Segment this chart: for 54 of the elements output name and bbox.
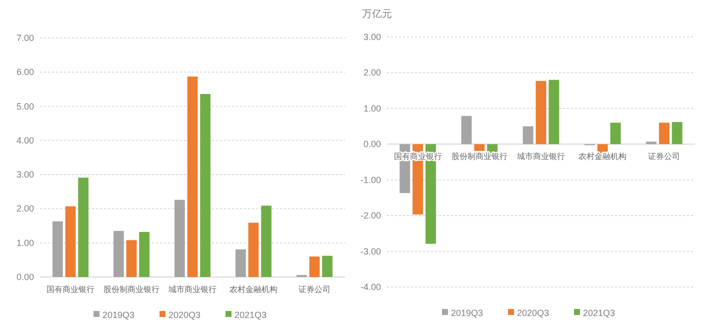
bar — [309, 256, 320, 277]
bar — [646, 142, 656, 144]
bar — [474, 144, 485, 151]
legend-label: 2021Q3 — [234, 310, 267, 320]
bar — [139, 232, 150, 277]
y-tick-label: 2.00 — [363, 68, 381, 78]
bar — [65, 206, 76, 277]
y-tick-label: -3.00 — [360, 246, 381, 256]
x-tick-label: 城市商业银行 — [168, 285, 216, 294]
legend-label: 2021Q3 — [583, 308, 616, 318]
x-tick-label: 股份制商业银行 — [104, 285, 160, 294]
legend-label: 2019Q3 — [451, 308, 484, 318]
x-tick-label: 国有商业银行 — [46, 285, 94, 294]
y-tick-label: -2.00 — [360, 210, 381, 221]
x-tick-label: 农村金融机构 — [230, 285, 278, 294]
bar — [610, 122, 621, 144]
bar — [236, 249, 246, 277]
bar — [126, 240, 137, 277]
bar — [322, 256, 332, 277]
x-tick-label: 股份制商业银行 — [451, 152, 508, 162]
bar — [52, 221, 63, 277]
y-tick-label: 3.00 — [16, 170, 34, 180]
y-tick-label: 2.00 — [16, 204, 34, 214]
y-tick-label: 1.00 — [363, 103, 381, 114]
y-tick-label: 7.00 — [16, 33, 34, 43]
bar — [200, 94, 210, 277]
bar — [174, 200, 185, 277]
bar — [536, 80, 546, 144]
x-tick-label: 证券公司 — [298, 285, 330, 294]
x-tick-label: 城市商业银行 — [516, 152, 565, 162]
y-tick-label: 0.00 — [363, 139, 381, 150]
bar — [672, 122, 682, 144]
y-tick-label: -4.00 — [360, 282, 381, 292]
y-axis-title: 万亿元 — [362, 9, 392, 20]
y-tick-label: 0.00 — [16, 272, 34, 282]
y-tick-label: 3.00 — [363, 32, 381, 42]
bar — [78, 178, 88, 277]
bar — [261, 206, 272, 277]
bar — [187, 76, 198, 277]
y-tick-label: 4.00 — [16, 135, 34, 146]
y-tick-label: 5.00 — [16, 101, 34, 112]
legend-label: 2020Q3 — [517, 308, 550, 318]
y-tick-label: 6.00 — [16, 67, 34, 78]
bar — [658, 122, 670, 144]
y-tick-label: -1.00 — [360, 174, 381, 185]
bar — [522, 126, 534, 144]
bar — [114, 230, 124, 277]
bar — [548, 80, 560, 144]
bar — [461, 116, 472, 144]
y-tick-label: 1.00 — [16, 238, 34, 248]
bar — [248, 222, 259, 277]
x-tick-label: 证券公司 — [648, 152, 680, 162]
legend-label: 2020Q3 — [168, 310, 201, 320]
legend-label: 2019Q3 — [102, 310, 135, 320]
